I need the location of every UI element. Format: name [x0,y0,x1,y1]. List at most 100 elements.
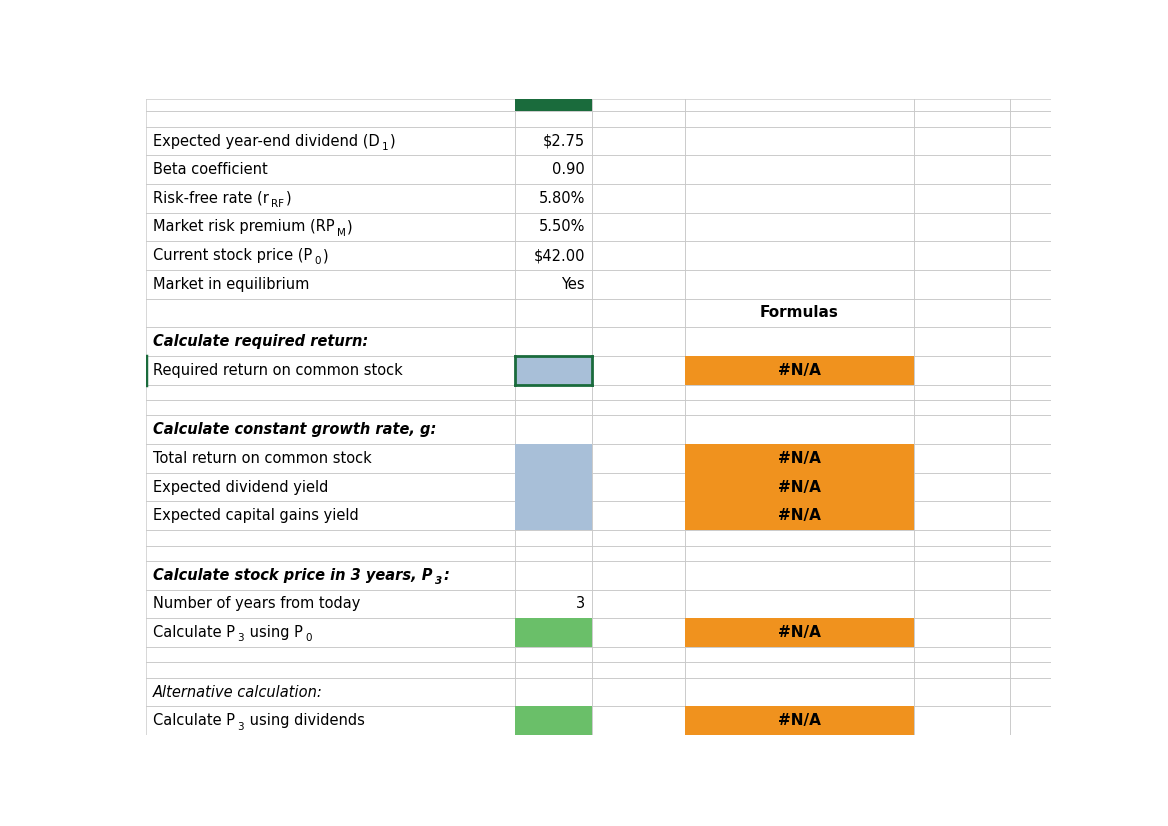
Bar [1010,545,1051,561]
Bar [913,706,1010,735]
Bar [1010,99,1051,112]
Bar [913,184,1010,212]
Bar [684,212,913,241]
Bar [684,385,913,400]
Bar [592,678,684,706]
Text: RF: RF [271,199,284,209]
Bar [515,501,592,530]
Bar [592,385,684,400]
Bar [515,270,592,299]
Bar [1010,400,1051,415]
Bar [1010,126,1051,155]
Bar [515,530,592,545]
Bar [1010,662,1051,678]
Text: #N/A: #N/A [778,625,821,640]
Bar [515,619,592,647]
Bar [1010,706,1051,735]
Bar [592,99,684,112]
Bar [913,662,1010,678]
Text: Expected year-end dividend (D: Expected year-end dividend (D [153,134,380,149]
Bar [1010,530,1051,545]
Text: 5.80%: 5.80% [538,191,585,206]
Text: #N/A: #N/A [778,451,821,466]
Text: #N/A: #N/A [778,480,821,495]
Bar [1010,415,1051,444]
Bar [684,706,913,735]
Bar [146,706,515,735]
Bar [515,356,592,385]
Text: ): ) [390,134,396,149]
Bar [515,184,592,212]
Text: $42.00: $42.00 [534,248,585,263]
Bar [515,155,592,184]
Bar [146,501,515,530]
Bar [684,501,913,530]
Bar [592,241,684,270]
Bar [1010,212,1051,241]
Bar [146,400,515,415]
Bar [684,270,913,299]
Bar [684,444,913,472]
Bar [592,400,684,415]
Text: Expected dividend yield: Expected dividend yield [153,480,328,495]
Text: #N/A: #N/A [778,714,821,729]
Bar [146,356,515,385]
Bar [1010,356,1051,385]
Text: Beta coefficient: Beta coefficient [153,162,267,177]
Bar [592,184,684,212]
Text: 0: 0 [314,256,321,266]
Text: 0: 0 [305,634,312,643]
Bar [515,385,592,400]
Bar [684,472,913,501]
Bar [515,212,592,241]
Bar [592,444,684,472]
Text: 5.50%: 5.50% [538,220,585,235]
Bar [146,530,515,545]
Bar [146,444,515,472]
Bar [684,706,913,735]
Bar [592,647,684,662]
Bar [1010,472,1051,501]
Bar [913,299,1010,327]
Bar [146,241,515,270]
Bar [684,184,913,212]
Bar [515,545,592,561]
Bar [515,472,592,501]
Bar [592,155,684,184]
Bar [913,647,1010,662]
Bar [1010,561,1051,590]
Bar [515,561,592,590]
Bar [515,706,592,735]
Bar [592,501,684,530]
Bar [684,299,913,327]
Bar [913,385,1010,400]
Bar [592,530,684,545]
Bar [146,647,515,662]
Bar [684,561,913,590]
Bar [684,590,913,619]
Bar [913,327,1010,356]
Bar [592,619,684,647]
Bar [515,99,592,112]
Bar [1010,590,1051,619]
Bar [913,619,1010,647]
Bar [515,678,592,706]
Bar [913,472,1010,501]
Bar [913,356,1010,385]
Text: Expected capital gains yield: Expected capital gains yield [153,508,359,524]
Text: using P: using P [245,625,304,640]
Text: Total return on common stock: Total return on common stock [153,451,371,466]
Bar [913,126,1010,155]
Bar [515,706,592,735]
Bar [592,112,684,126]
Text: Required return on common stock: Required return on common stock [153,363,403,377]
Text: 0.90: 0.90 [552,162,585,177]
Bar [146,619,515,647]
Bar [684,662,913,678]
Bar [515,501,592,530]
Text: Calculate P: Calculate P [153,625,235,640]
Bar [515,590,592,619]
Bar [592,299,684,327]
Bar [146,112,515,126]
Bar [146,678,515,706]
